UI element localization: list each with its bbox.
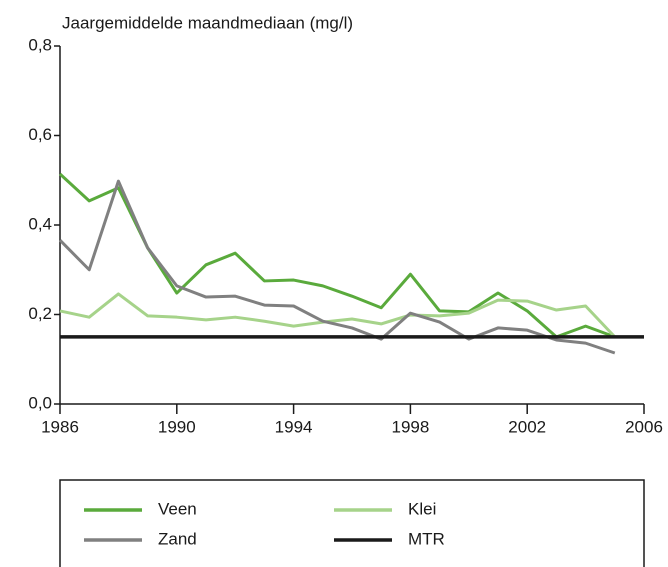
x-tick-label: 1990 xyxy=(158,417,196,436)
legend-box xyxy=(59,479,645,567)
series-line xyxy=(58,179,616,355)
legend-label: Klei xyxy=(408,499,436,518)
y-tick-label: 0,4 xyxy=(28,214,52,233)
x-tick-label: 2006 xyxy=(625,417,663,436)
legend-label: Zand xyxy=(158,529,197,548)
y-tick-label: 0,2 xyxy=(28,304,52,323)
legend-label: MTR xyxy=(408,529,445,548)
legend-label: Veen xyxy=(158,499,197,518)
x-tick-label: 1986 xyxy=(41,417,79,436)
y-tick-label: 0,6 xyxy=(28,125,52,144)
chart-title: Jaargemiddelde maandmediaan (mg/l) xyxy=(62,13,353,32)
x-tick-label: 1994 xyxy=(275,417,313,436)
x-tick-label: 2002 xyxy=(508,417,546,436)
series-line xyxy=(59,292,616,338)
y-tick-label: 0,0 xyxy=(28,393,52,412)
x-tick-label: 1998 xyxy=(391,417,429,436)
y-tick-label: 0,8 xyxy=(28,35,52,54)
